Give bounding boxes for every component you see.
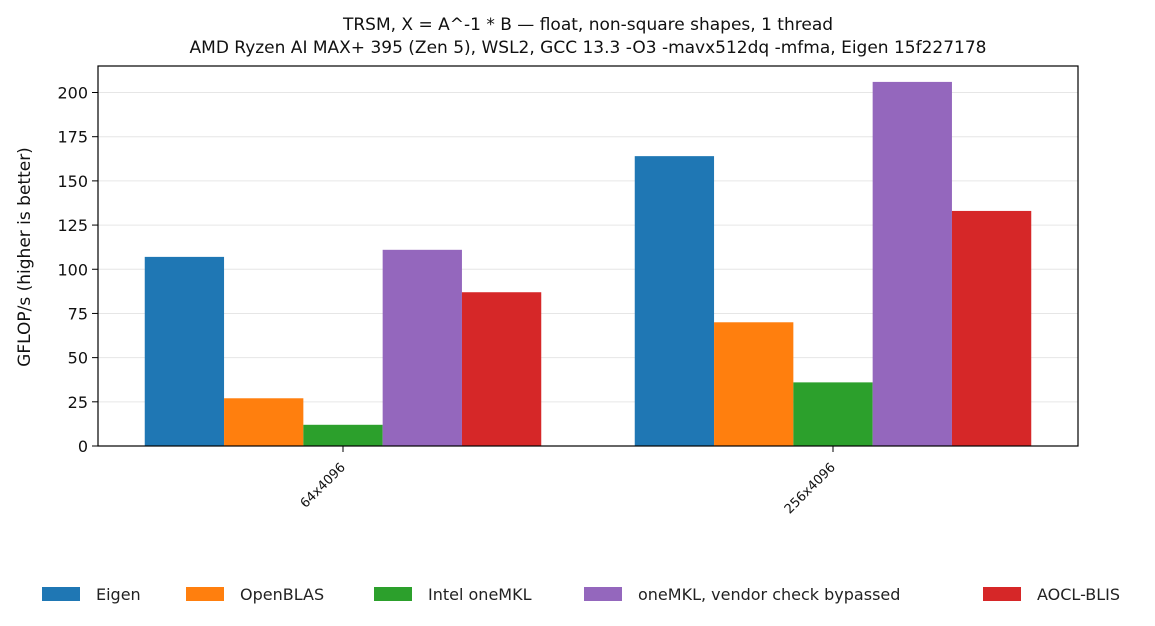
legend-item: AOCL-BLIS [983,580,1120,608]
bar [793,382,873,446]
bar [144,256,225,446]
y-axis-label: GFLOP/s (higher is better) [15,147,35,367]
bars [144,81,1032,447]
legend-swatch [42,587,80,601]
y-tick-label: 125 [57,216,88,235]
chart-subtitle: AMD Ryzen AI MAX+ 395 (Zen 5), WSL2, GCC… [190,38,987,58]
bar [224,398,304,446]
bar [461,292,542,446]
bar [951,210,1032,446]
legend-swatch [983,587,1021,601]
bar [714,322,794,446]
y-tick-label: 25 [68,393,88,412]
legend-label: AOCL-BLIS [1037,584,1121,604]
legend-item: oneMKL, vendor check bypassed [584,580,900,608]
legend-label: Intel oneMKL [428,584,532,604]
bar [872,81,952,446]
bar [634,156,715,447]
legend-swatch [374,587,412,601]
legend-item: OpenBLAS [186,580,324,608]
x-axis: 64x4096 256x4096 [298,446,839,517]
legend-swatch [584,587,622,601]
legend-swatch [186,587,224,601]
y-tick-label: 75 [68,304,88,323]
legend-label: oneMKL, vendor check bypassed [638,584,901,604]
legend: Eigen OpenBLAS Intel oneMKL oneMKL, vendor … [0,580,1155,608]
y-tick-label: 175 [57,128,88,147]
bar [382,249,462,446]
x-tick-label: 256x4096 [782,460,839,517]
legend-label: OpenBLAS [240,584,325,604]
plot-frame [97,65,1079,447]
legend-item: Intel oneMKL [374,580,532,608]
x-tick-label: 64x4096 [298,460,349,511]
y-tick-label: 200 [57,84,88,103]
y-tick-label: 150 [57,172,88,191]
y-tick-label: 100 [57,260,88,279]
trsm-bar-chart: TRSM, X = A^-1 * B — float, non-square s… [15,15,1079,517]
y-tick-label: 0 [78,437,88,456]
gridlines [98,92,1078,403]
legend-label: Eigen [96,584,141,604]
y-axis: 0 25 50 75 100 125 150 175 200 [57,84,98,456]
chart-title: TRSM, X = A^-1 * B — float, non-square s… [342,15,833,35]
legend-item: Eigen [42,580,141,608]
y-tick-label: 50 [68,349,88,368]
bar [303,424,383,446]
